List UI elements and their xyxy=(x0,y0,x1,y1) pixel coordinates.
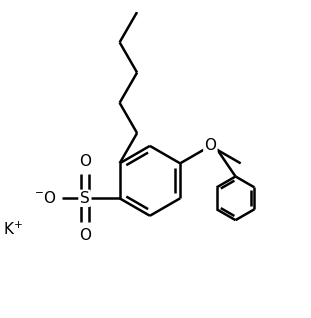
Text: O: O xyxy=(79,228,91,243)
Text: O: O xyxy=(204,138,216,153)
Text: K$^{+}$: K$^{+}$ xyxy=(2,220,23,238)
Text: O: O xyxy=(79,154,91,169)
Text: S: S xyxy=(80,191,90,206)
Text: $^{-}$O: $^{-}$O xyxy=(34,190,56,206)
